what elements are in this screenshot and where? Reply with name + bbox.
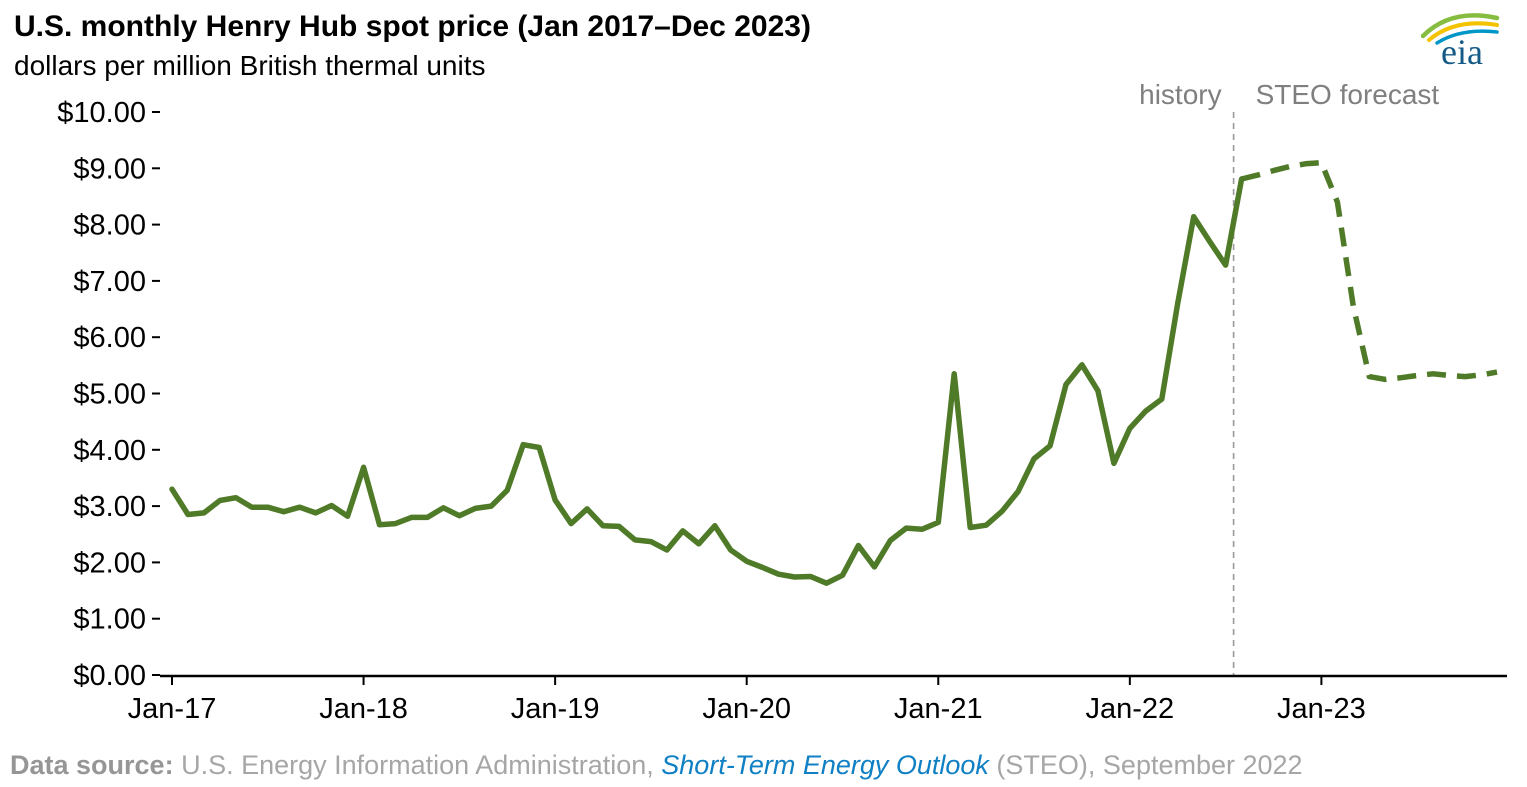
data-source-suffix: (STEO), September 2022 (988, 750, 1303, 780)
y-axis-tick-label: $9.00 (73, 153, 146, 185)
axes: $0.00 $1.00 $2.00 $3.00 $4.00 $5.00 $6.00 $7.00… (57, 97, 1507, 725)
history-annotation-label: history (1139, 79, 1221, 110)
history-series-line (169, 176, 1245, 586)
eia-logo: eia (1420, 13, 1500, 68)
x-axis-tick-label: Jan-17 (128, 693, 217, 725)
data-source-text: U.S. Energy Information Administration, (173, 750, 662, 780)
x-axis-tick-label: Jan-18 (319, 693, 408, 725)
x-axis-tick-label: Jan-23 (1277, 693, 1366, 725)
chart-subtitle: dollars per million British thermal unit… (14, 50, 486, 81)
logo-arc-green (1420, 13, 1500, 39)
logo-text: eia (1441, 32, 1483, 68)
y-axis-tick-label: $6.00 (73, 322, 146, 354)
x-axis-tick-label: Jan-19 (511, 693, 600, 725)
y-axis-tick-label: $1.00 (73, 604, 146, 636)
x-axis-tick-label: Jan-21 (894, 693, 983, 725)
y-axis-tick-label: $5.00 (73, 379, 146, 411)
x-axis-tick-label: Jan-20 (702, 693, 791, 725)
forecast-series-line (1240, 159, 1498, 383)
logo-arc-yellow (1427, 21, 1499, 42)
steo-report-link[interactable]: Short-Term Energy Outlook (661, 750, 989, 780)
y-axis-tick-label: $8.00 (73, 210, 146, 242)
data-source-note: Data source: U.S. Energy Information Adm… (10, 750, 1303, 781)
logo-arc-blue (1435, 29, 1499, 45)
y-axis-tick-label: $0.00 (73, 660, 146, 692)
x-axis-tick-label: Jan-22 (1085, 693, 1174, 725)
steo-forecast-annotation-label: STEO forecast (1256, 79, 1440, 110)
y-axis-tick-label: $3.00 (73, 491, 146, 523)
data-source-prefix: Data source: (10, 750, 174, 780)
y-axis-tick-label: $10.00 (57, 97, 146, 129)
chart-title: U.S. monthly Henry Hub spot price (Jan 2… (14, 10, 811, 43)
y-axis-tick-label: $2.00 (73, 547, 146, 579)
y-axis-tick-label: $7.00 (73, 266, 146, 298)
y-axis-tick-label: $4.00 (73, 435, 146, 467)
